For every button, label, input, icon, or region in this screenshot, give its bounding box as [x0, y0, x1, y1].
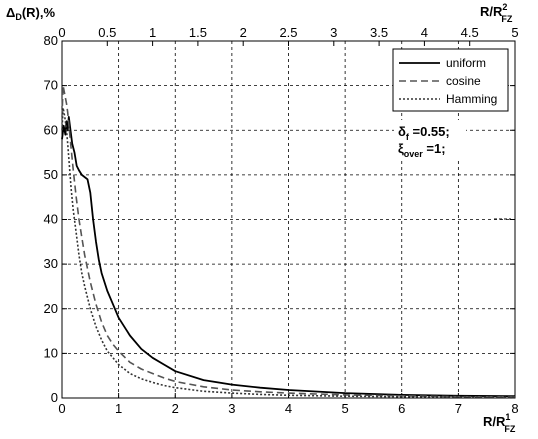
y-axis-label: ΔD(R),% — [6, 5, 56, 22]
y-tick-label-70: 70 — [44, 78, 58, 93]
series-uniform-line — [61, 116, 516, 398]
x-tick-label-6: 6 — [398, 401, 405, 416]
x-tick-label-8: 8 — [511, 401, 518, 416]
x2-tick-label-4.5: 4.5 — [461, 25, 479, 40]
legend-label-uniform: uniform — [446, 56, 486, 70]
axis-ticks — [61, 40, 516, 399]
x2-tick-label-1.5: 1.5 — [189, 25, 207, 40]
x2-tick-labels: 0 0.5 1 1.5 2 2.5 3 3.5 4 4.5 5 — [58, 25, 518, 40]
x-tick-label-1: 1 — [115, 401, 122, 416]
x-tick-label-7: 7 — [455, 401, 462, 416]
x2-tick-label-3.5: 3.5 — [370, 25, 388, 40]
x-tick-label-2: 2 — [172, 401, 179, 416]
series-lines — [61, 84, 516, 399]
x2-tick-label-0: 0 — [58, 25, 65, 40]
y-tick-label-40: 40 — [44, 212, 58, 227]
y-tick-label-0: 0 — [51, 390, 58, 405]
legend-label-hamming: Hamming — [446, 92, 497, 106]
x2-tick-label-3: 3 — [330, 25, 337, 40]
series-cosine-line — [61, 84, 516, 398]
annotation-line2: ξover =1; — [398, 141, 446, 159]
y-tick-label-30: 30 — [44, 256, 58, 271]
x2-tick-label-5: 5 — [511, 25, 518, 40]
x2-tick-label-4: 4 — [421, 25, 428, 40]
y-tick-label-50: 50 — [44, 167, 58, 182]
x-tick-label-3: 3 — [228, 401, 235, 416]
x2-tick-label-2.5: 2.5 — [279, 25, 297, 40]
x-tick-label-0: 0 — [58, 401, 65, 416]
x2-tick-label-1: 1 — [149, 25, 156, 40]
y-tick-label-60: 60 — [44, 122, 58, 137]
annotation-line1: δf =0.55; — [398, 124, 450, 142]
legend: uniform cosine Hamming — [392, 48, 509, 112]
x2-tick-label-2: 2 — [240, 25, 247, 40]
x2-axis-label: R/R2 FZ — [480, 2, 513, 24]
series-hamming-line — [61, 107, 516, 399]
y-tick-label-10: 10 — [44, 345, 58, 360]
y-tick-labels: 0 10 20 30 40 50 60 70 80 — [44, 33, 58, 405]
y-tick-label-80: 80 — [44, 33, 58, 48]
x-tick-label-5: 5 — [342, 401, 349, 416]
x-tick-label-4: 4 — [285, 401, 292, 416]
x-tick-labels: 0 1 2 3 4 5 6 7 8 — [58, 401, 518, 416]
y-tick-label-20: 20 — [44, 301, 58, 316]
legend-label-cosine: cosine — [446, 74, 481, 88]
parameters-annotation: δf =0.55; ξover =1; — [394, 120, 466, 159]
x-axis-label: R/R1 FZ — [483, 412, 516, 434]
x2-tick-label-0.5: 0.5 — [98, 25, 116, 40]
